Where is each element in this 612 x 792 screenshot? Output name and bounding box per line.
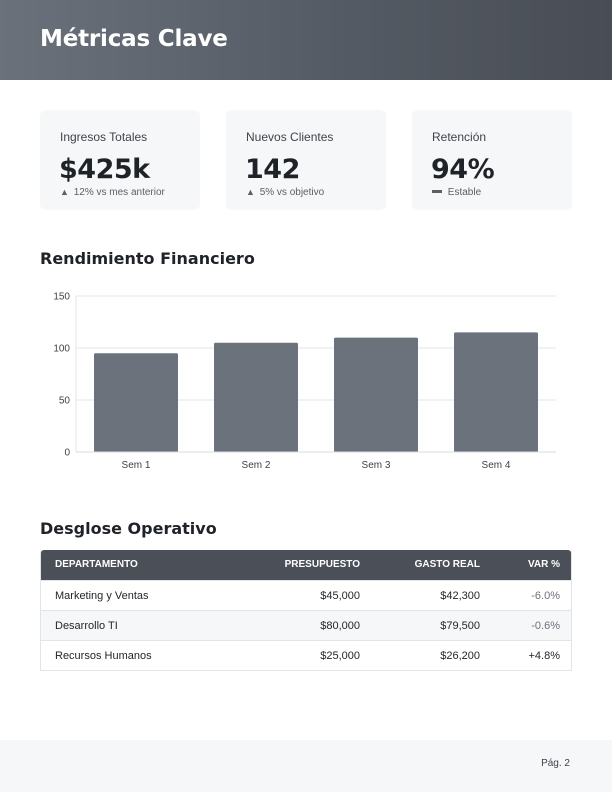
cell-department: Desarrollo TI — [55, 620, 118, 632]
cell-variance: -6.0% — [531, 590, 560, 602]
table-row: Recursos Humanos $25,000 $26,200 +4.8% — [41, 640, 571, 670]
page-footer: Pág. 2 — [0, 740, 612, 792]
cell-budget: $80,000 — [320, 620, 360, 632]
section-title-financial: Rendimiento Financiero — [40, 249, 255, 268]
bar — [454, 332, 538, 452]
y-tick-label: 50 — [59, 396, 71, 407]
kpi-card-new-clients: Nuevos Clientes 142 ▲ 5% vs objetivo — [226, 110, 386, 210]
cell-variance: +4.8% — [528, 650, 561, 662]
cell-budget: $25,000 — [320, 650, 360, 662]
bar — [214, 342, 298, 452]
kpi-note-text: Estable — [447, 187, 482, 198]
table-row: Desarrollo TI $80,000 $79,500 -0.6% — [41, 610, 571, 640]
cell-actual-spend: $26,200 — [440, 650, 480, 662]
page-header: Métricas Clave — [0, 0, 612, 80]
kpi-note: ▲ 5% vs objetivo — [246, 187, 324, 198]
kpi-label: Ingresos Totales — [60, 130, 148, 144]
triangle-up-icon: ▲ — [246, 187, 255, 197]
section-title-operations: Desglose Operativo — [40, 519, 217, 538]
x-tick-label: Sem 4 — [482, 460, 511, 471]
y-tick-label: 150 — [53, 292, 70, 303]
x-tick-label: Sem 3 — [362, 460, 391, 471]
column-header-actual-spend: GASTO REAL — [414, 559, 480, 570]
kpi-card-revenue: Ingresos Totales $425k ▲ 12% vs mes ante… — [40, 110, 200, 210]
column-header-department: DEPARTAMENTO — [55, 559, 138, 570]
kpi-note: Estable — [432, 187, 481, 198]
column-header-budget: PRESUPUESTO — [284, 559, 360, 570]
x-tick-label: Sem 1 — [122, 460, 151, 471]
kpi-note-text: 5% vs objetivo — [259, 187, 325, 198]
cell-actual-spend: $42,300 — [440, 590, 480, 602]
y-tick-label: 0 — [64, 448, 70, 459]
kpi-label: Retención — [432, 130, 487, 144]
x-tick-label: Sem 2 — [242, 460, 271, 471]
kpi-value: $425k — [59, 154, 150, 185]
kpi-value: 142 — [245, 154, 300, 185]
cell-actual-spend: $79,500 — [440, 620, 480, 632]
cell-variance: -0.6% — [531, 620, 560, 632]
kpi-card-retention: Retención 94% Estable — [412, 110, 572, 210]
bar — [94, 353, 178, 452]
cell-department: Marketing y Ventas — [55, 590, 149, 602]
table-header-row: DEPARTAMENTO PRESUPUESTO GASTO REAL VAR … — [41, 550, 571, 580]
cell-department: Recursos Humanos — [55, 650, 152, 662]
kpi-note: ▲ 12% vs mes anterior — [60, 187, 165, 198]
page-number: Pág. 2 — [541, 758, 570, 769]
y-tick-label: 100 — [53, 344, 70, 355]
cell-budget: $45,000 — [320, 590, 360, 602]
dash-icon — [432, 189, 442, 193]
operations-table: DEPARTAMENTO PRESUPUESTO GASTO REAL VAR … — [40, 550, 572, 671]
page-title: Métricas Clave — [40, 26, 228, 52]
bar — [334, 337, 418, 452]
kpi-value: 94% — [431, 154, 495, 185]
kpi-note-text: 12% vs mes anterior — [73, 187, 165, 198]
triangle-up-icon: ▲ — [60, 187, 69, 197]
column-header-variance: VAR % — [527, 559, 560, 570]
kpi-label: Nuevos Clientes — [246, 130, 334, 144]
table-row: Marketing y Ventas $45,000 $42,300 -6.0% — [41, 580, 571, 610]
financial-bar-chart: 0 50 100 150 Sem 1 Sem 2 Sem 3 Sem 4 — [53, 292, 556, 471]
